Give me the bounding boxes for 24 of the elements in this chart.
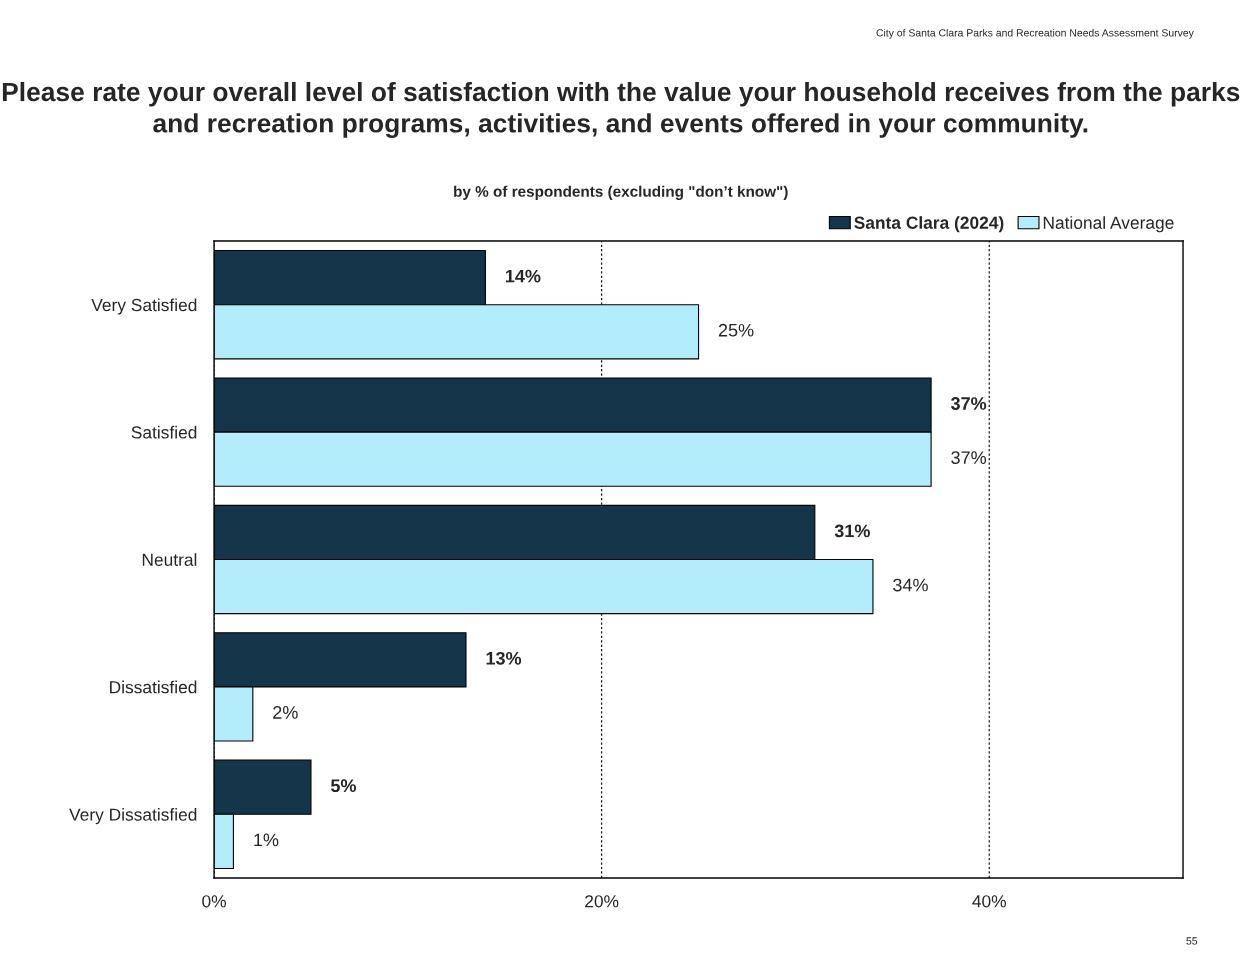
x-tick-label: 0% [202,895,226,908]
data-label: 37% [950,397,987,410]
chart-subtitle: by % of respondents (excluding "don’t know") [454,185,788,200]
chart-title: Please rate your overall level of satisfaction with the value your household receives from the parks and recreation programs, activities, and events offered in your community. [2,81,1240,138]
data-label: 34% [893,578,928,592]
x-tick-label: 40% [972,895,1006,908]
legend-label: National Average [1043,216,1174,233]
data-label: 31% [834,524,870,538]
y-tick-label: Satisfied [131,425,197,439]
data-label: 14% [505,269,541,283]
data-label: 37% [951,451,987,465]
data-label: 5% [330,779,357,793]
data-label: 13% [486,651,522,665]
text: 55 [1186,937,1198,945]
y-tick-label: Dissatisfied [110,680,197,694]
data-label: 1% [254,833,279,847]
x-tick-label: 20% [585,895,619,908]
y-tick-label: Very Satisfied [91,298,197,315]
text: City of Santa Clara Parks and Recreation Needs Assessment Survey [876,28,1194,39]
y-tick-label: Very Dissatisfied [69,808,197,825]
data-label: 2% [273,706,298,719]
legend-label: Santa Clara (2024) [854,216,1004,233]
data-label: 25% [718,323,754,337]
y-tick-label: Neutral [142,553,197,566]
